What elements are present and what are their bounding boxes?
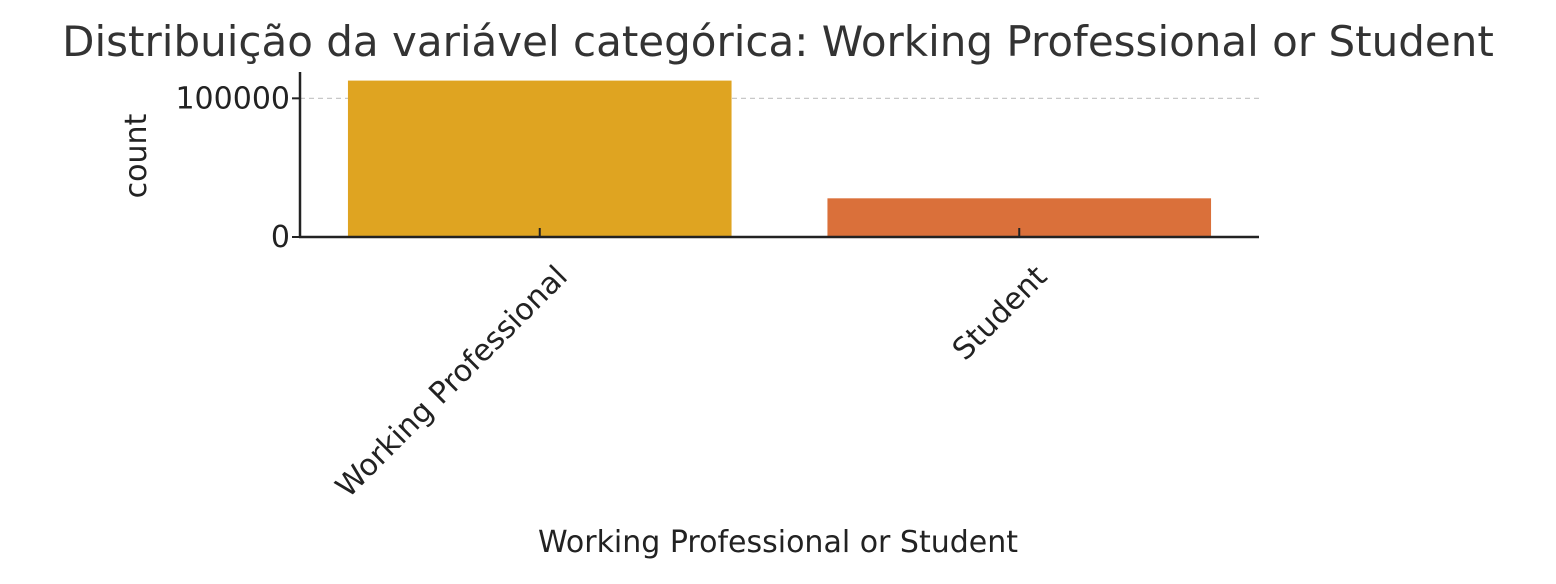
x-tick-label-1: Student [946, 259, 1054, 367]
x-axis-label: Working Professional or Student [538, 525, 1018, 560]
y-tick-label-1: 100000 [175, 81, 290, 116]
x-tick-label-0: Working Professional [329, 259, 574, 504]
bars [347, 80, 1212, 237]
chart-title: Distribuição da variável categórica: Wor… [62, 17, 1494, 66]
y-tick-label-0: 0 [271, 220, 290, 255]
bar-working-professional [347, 80, 732, 237]
y-axis-label: count [119, 113, 154, 198]
